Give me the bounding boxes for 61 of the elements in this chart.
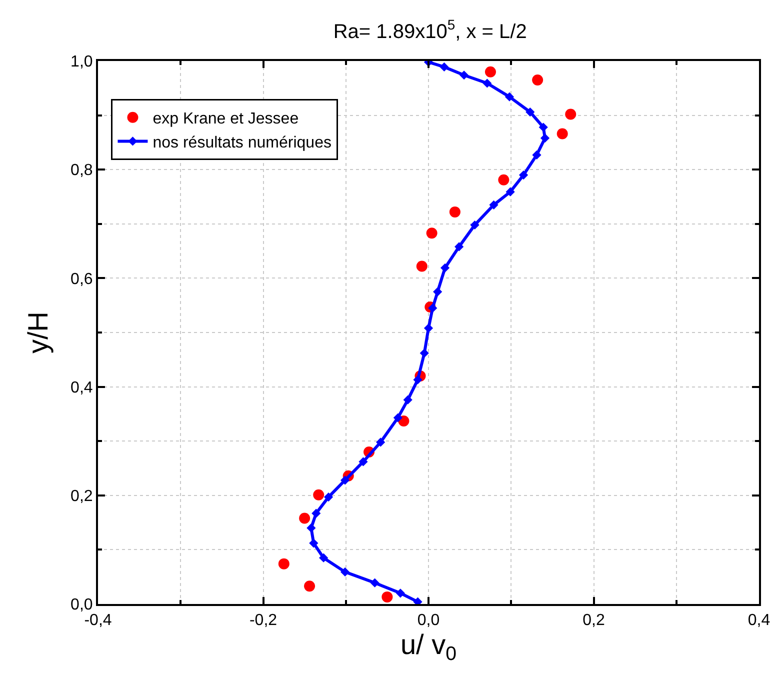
chart-title: Ra= 1.89x10$^{5}$, x = L/2 (333, 16, 527, 44)
point (556, 128, 568, 140)
point (309, 538, 318, 548)
point (540, 134, 550, 143)
point (324, 492, 334, 502)
x-tick-label: 0,0 (417, 612, 440, 630)
point (484, 66, 496, 78)
point (459, 70, 469, 80)
point (358, 457, 368, 466)
point (319, 553, 328, 562)
point (504, 92, 514, 102)
point (498, 174, 510, 186)
point (416, 260, 428, 272)
point (313, 489, 324, 500)
point (370, 578, 380, 588)
x-tick-label: 0,4 (748, 612, 770, 630)
point (538, 122, 548, 132)
point (532, 74, 544, 86)
point (393, 413, 402, 422)
point (304, 580, 316, 592)
point (420, 348, 429, 358)
point (518, 170, 528, 180)
point (449, 206, 460, 218)
point (470, 220, 480, 230)
point (413, 375, 422, 384)
point (440, 263, 450, 272)
x-tick-label: 0,2 (582, 612, 605, 630)
x-axis-title: u/ v$_{0}$ (400, 629, 457, 666)
point (403, 395, 412, 404)
y-tick-label: 0,6 (70, 270, 93, 288)
point (299, 512, 310, 524)
y-tick-label: 0,0 (70, 596, 93, 614)
point (396, 588, 405, 598)
point (428, 304, 438, 313)
legend-label: nos résultats numériques (152, 134, 332, 152)
point (433, 287, 442, 296)
x-tick-label: -0,2 (249, 612, 278, 630)
y-tick-label: 0,4 (70, 379, 93, 396)
point (454, 242, 464, 252)
point (340, 567, 350, 577)
y-tick-label: 0,2 (70, 488, 93, 505)
point (426, 228, 438, 239)
point (340, 476, 350, 485)
point (312, 508, 321, 518)
point (382, 591, 393, 602)
point (482, 78, 492, 88)
point (424, 324, 434, 333)
point (440, 62, 449, 72)
point (532, 150, 542, 160)
y-tick-label: 1,0 (70, 54, 93, 71)
point (306, 523, 316, 533)
point (489, 200, 498, 210)
point (376, 438, 386, 447)
x-tick-label: -0,4 (84, 612, 112, 630)
legend-label: exp Krane et Jessee (152, 110, 299, 128)
point (526, 107, 535, 117)
point (506, 187, 515, 196)
point (565, 108, 576, 120)
y-axis-title: y/H (22, 312, 54, 354)
y-tick-label: 0,8 (70, 162, 93, 180)
point (278, 558, 290, 570)
